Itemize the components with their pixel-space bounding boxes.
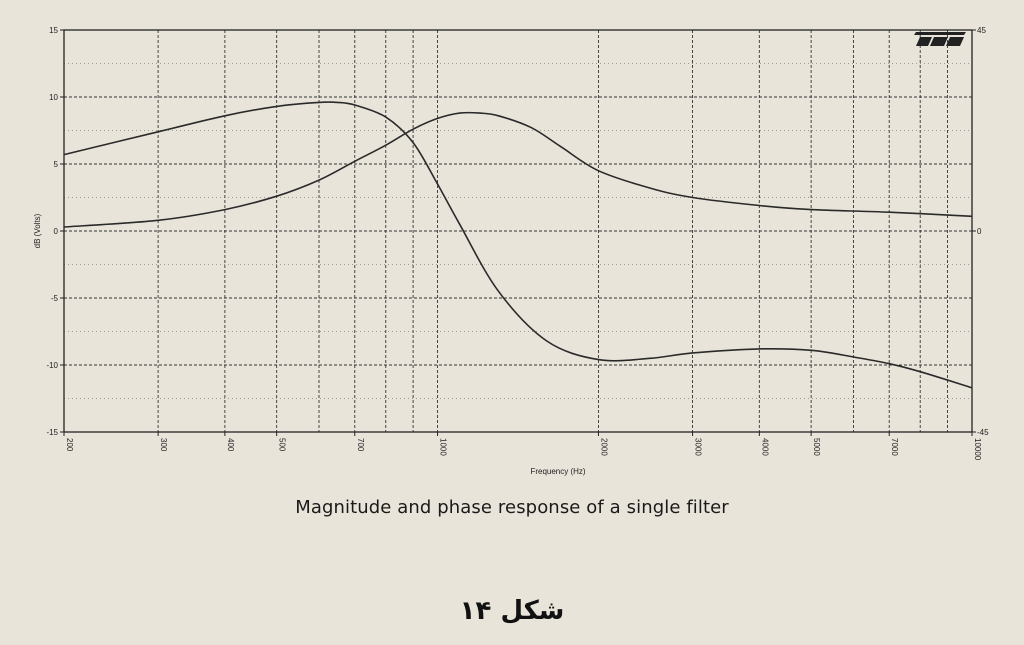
y-tick-label: 10 xyxy=(49,93,58,102)
x-tick-label: 700 xyxy=(356,438,365,452)
x-tick-label: 200 xyxy=(65,438,74,452)
x-tick-label: 10000 xyxy=(973,438,982,461)
y-tick-label: -15 xyxy=(46,428,58,437)
y-axis-title: dB (Volts) xyxy=(33,213,42,248)
chart-caption: Magnitude and phase response of a single… xyxy=(295,497,729,518)
figure-label: شکل ۱۴ xyxy=(459,596,565,626)
y2-tick-label: -45 xyxy=(977,428,989,437)
y-tick-label: 5 xyxy=(54,160,59,169)
y-tick-label: -5 xyxy=(51,294,59,303)
x-tick-label: 4000 xyxy=(760,438,769,456)
tick-labels: 200 300 400 500 700 1000 2000 3000 4000 5000 7000 1… xyxy=(33,26,989,476)
x-tick-label: 5000 xyxy=(812,438,821,456)
x-axis-title: Frequency (Hz) xyxy=(530,467,585,476)
y-tick-label: -10 xyxy=(46,361,58,370)
x-tick-label: 3000 xyxy=(694,438,703,456)
x-tick-label: 1000 xyxy=(439,438,448,456)
axes xyxy=(60,29,976,436)
x-tick-label: 2000 xyxy=(599,438,608,456)
x-tick-label: 300 xyxy=(159,438,168,452)
x-tick-label: 500 xyxy=(278,438,287,452)
logo-icon xyxy=(914,32,966,46)
x-tick-label: 7000 xyxy=(890,438,899,456)
y2-tick-label: 0 xyxy=(977,227,982,236)
grid xyxy=(64,30,972,432)
series-line-2 xyxy=(63,111,973,228)
y-tick-label: 0 xyxy=(54,227,59,236)
x-tick-label: 400 xyxy=(226,438,235,452)
series-line-1 xyxy=(63,101,973,389)
y2-tick-label: 45 xyxy=(977,26,986,35)
series-layer xyxy=(63,101,973,389)
y-tick-label: 15 xyxy=(49,26,58,35)
